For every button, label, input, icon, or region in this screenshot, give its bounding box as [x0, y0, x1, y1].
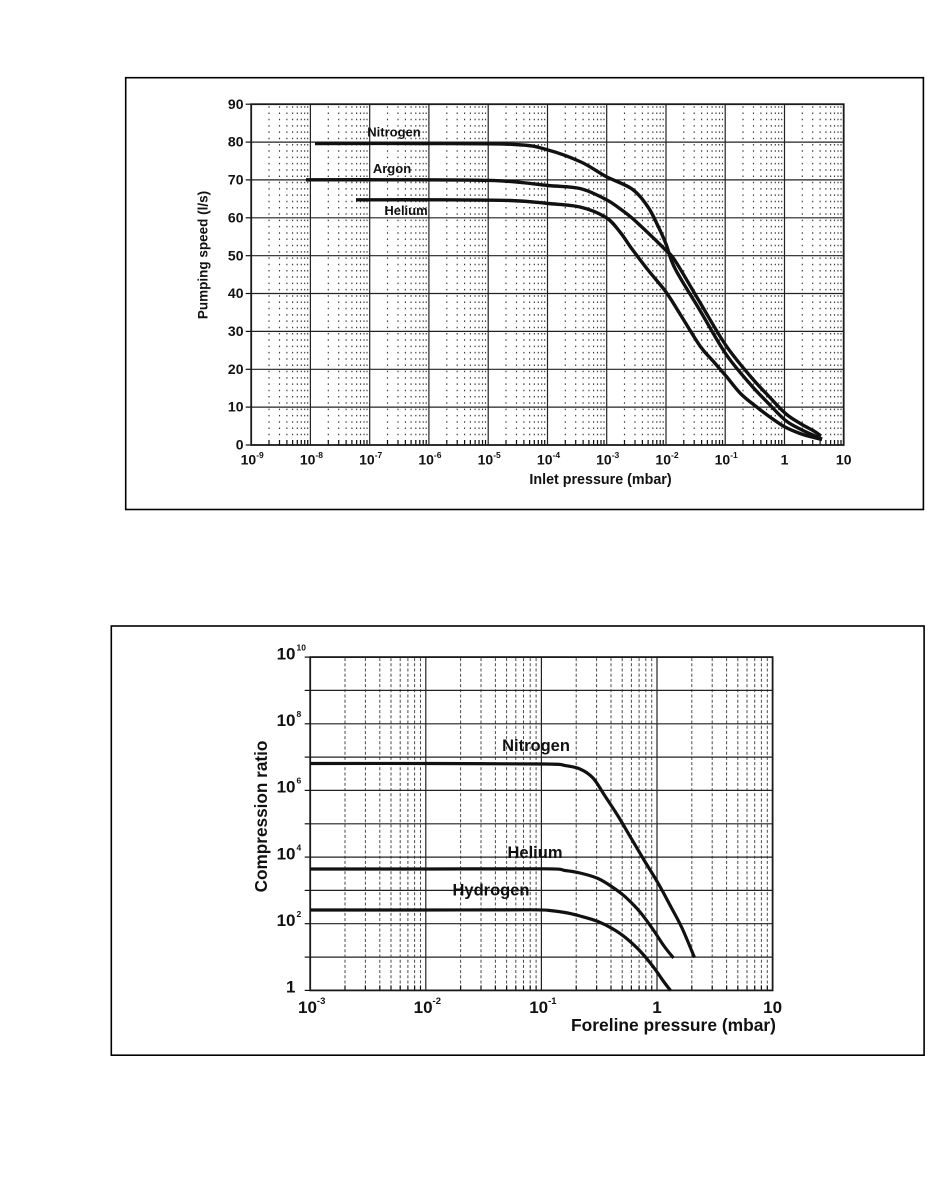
svg-text:10: 10	[277, 644, 296, 663]
svg-text:1: 1	[781, 452, 789, 468]
svg-text:Inlet pressure (mbar): Inlet pressure (mbar)	[529, 472, 671, 488]
svg-text:10: 10	[763, 998, 782, 1017]
svg-text:4: 4	[297, 842, 302, 852]
svg-text:70: 70	[228, 172, 244, 188]
svg-text:0: 0	[236, 437, 244, 453]
svg-text:10: 10	[277, 844, 296, 863]
svg-text:2: 2	[297, 909, 302, 919]
svg-text:Pumping speed (l/s): Pumping speed (l/s)	[196, 191, 211, 319]
svg-text:10: 10	[277, 711, 296, 730]
svg-text:20: 20	[228, 361, 244, 377]
svg-text:60: 60	[228, 209, 244, 225]
svg-text:Helium: Helium	[507, 844, 562, 862]
svg-text:50: 50	[228, 247, 244, 263]
svg-text:30: 30	[228, 323, 244, 339]
svg-text:1: 1	[652, 998, 661, 1017]
svg-text:Foreline pressure (mbar): Foreline pressure (mbar)	[571, 1015, 776, 1035]
svg-text:10: 10	[836, 452, 852, 468]
svg-text:10: 10	[277, 778, 296, 797]
svg-text:10: 10	[277, 911, 296, 930]
svg-text:Hydrogen: Hydrogen	[452, 882, 529, 900]
svg-text:40: 40	[228, 285, 244, 301]
svg-text:90: 90	[228, 96, 244, 112]
svg-text:Argon: Argon	[373, 161, 411, 176]
svg-text:Helium: Helium	[384, 203, 427, 218]
svg-text:10: 10	[228, 399, 244, 415]
svg-text:10: 10	[297, 642, 307, 652]
svg-text:6: 6	[297, 776, 302, 786]
svg-text:80: 80	[228, 134, 244, 150]
svg-text:1: 1	[286, 978, 295, 997]
svg-text:Compression ratio: Compression ratio	[251, 741, 271, 893]
svg-text:Nitrogen: Nitrogen	[367, 124, 421, 139]
svg-text:Nitrogen: Nitrogen	[502, 737, 570, 755]
svg-text:8: 8	[297, 709, 302, 719]
